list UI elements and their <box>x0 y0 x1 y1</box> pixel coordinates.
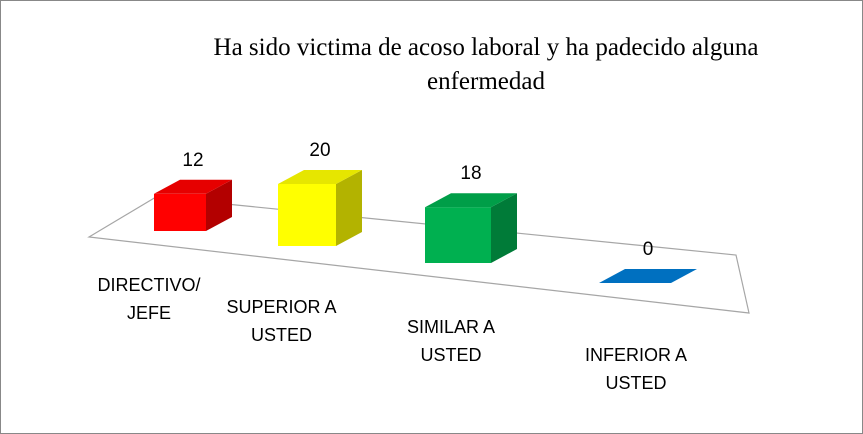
bar <box>278 184 336 246</box>
bar-side <box>336 170 362 246</box>
floor <box>87 196 750 314</box>
x-tick-label: INFERIOR A USTED <box>584 345 687 393</box>
value-label: 12 <box>182 150 203 171</box>
bar-side <box>491 193 517 263</box>
bar <box>425 207 491 263</box>
bar <box>154 193 206 231</box>
bar-top <box>599 269 697 283</box>
x-tick-label: DIRECTIVO/ JEFE <box>97 275 201 323</box>
bar-side <box>206 179 232 231</box>
bar-top <box>154 179 232 194</box>
value-label: 20 <box>309 140 330 161</box>
value-label: 0 <box>643 239 654 260</box>
value-label: 18 <box>460 163 481 184</box>
bar-top <box>425 193 517 208</box>
x-tick-label: SIMILAR A USTED <box>406 317 496 365</box>
chart-title: Ha sido victima de acoso laboral y ha pa… <box>213 34 759 95</box>
x-tick-label: SUPERIOR A USTED <box>226 297 337 345</box>
bar-top <box>278 170 362 184</box>
